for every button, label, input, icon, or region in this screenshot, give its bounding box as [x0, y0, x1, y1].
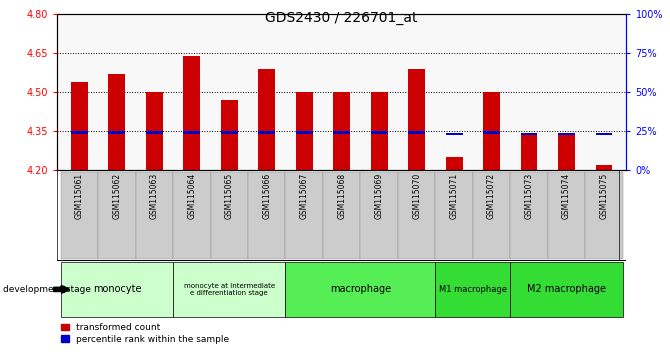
- Bar: [408, 69, 425, 170]
- Text: GSM115068: GSM115068: [337, 173, 346, 219]
- Bar: [521, 133, 537, 170]
- Bar: [295, 92, 313, 170]
- Bar: [109, 131, 125, 133]
- Text: GSM115067: GSM115067: [299, 173, 309, 219]
- Bar: [333, 92, 350, 170]
- Bar: [285, 172, 323, 259]
- Bar: [146, 131, 163, 133]
- Bar: [173, 172, 210, 259]
- Bar: [184, 131, 200, 133]
- Text: GSM115073: GSM115073: [525, 173, 533, 219]
- Text: monocyte at intermediate
e differentiation stage: monocyte at intermediate e differentiati…: [184, 283, 275, 296]
- Bar: [473, 172, 511, 259]
- Bar: [295, 131, 313, 133]
- Text: GSM115069: GSM115069: [375, 173, 384, 219]
- Bar: [483, 131, 500, 133]
- Text: GSM115065: GSM115065: [225, 173, 234, 219]
- Text: GSM115070: GSM115070: [412, 173, 421, 219]
- Bar: [71, 131, 88, 134]
- Text: GSM115064: GSM115064: [188, 173, 196, 219]
- Bar: [446, 157, 462, 170]
- Bar: [446, 133, 462, 135]
- Text: M2 macrophage: M2 macrophage: [527, 284, 606, 295]
- Text: GSM115071: GSM115071: [450, 173, 458, 219]
- Bar: [436, 172, 473, 259]
- Text: GDS2430 / 226701_at: GDS2430 / 226701_at: [265, 11, 418, 25]
- Text: GSM115063: GSM115063: [150, 173, 159, 219]
- Bar: [585, 172, 622, 259]
- Bar: [548, 172, 585, 259]
- Bar: [371, 131, 388, 133]
- Text: GSM115074: GSM115074: [562, 173, 571, 219]
- Bar: [259, 131, 275, 133]
- Bar: [483, 92, 500, 170]
- Text: development stage: development stage: [3, 285, 91, 294]
- Text: GSM115062: GSM115062: [113, 173, 121, 219]
- Bar: [371, 92, 388, 170]
- Bar: [333, 131, 350, 134]
- Bar: [511, 262, 622, 318]
- Bar: [135, 172, 173, 259]
- Bar: [323, 172, 360, 259]
- Bar: [398, 172, 436, 259]
- Bar: [61, 172, 98, 259]
- Bar: [221, 100, 238, 170]
- Bar: [558, 133, 575, 135]
- Legend: transformed count, percentile rank within the sample: transformed count, percentile rank withi…: [62, 323, 229, 344]
- Bar: [596, 133, 612, 135]
- Bar: [248, 172, 285, 259]
- Bar: [109, 74, 125, 170]
- Text: GSM115066: GSM115066: [262, 173, 271, 219]
- Bar: [146, 92, 163, 170]
- Bar: [285, 262, 436, 318]
- Bar: [511, 172, 548, 259]
- Text: monocyte: monocyte: [92, 284, 141, 295]
- Bar: [436, 262, 511, 318]
- Text: GSM115072: GSM115072: [487, 173, 496, 219]
- Bar: [210, 172, 248, 259]
- Bar: [61, 262, 173, 318]
- Bar: [221, 131, 238, 133]
- Bar: [521, 133, 537, 135]
- Bar: [184, 56, 200, 170]
- Text: M1 macrophage: M1 macrophage: [439, 285, 507, 294]
- Bar: [71, 82, 88, 170]
- Text: macrophage: macrophage: [330, 284, 391, 295]
- Text: GSM115061: GSM115061: [75, 173, 84, 219]
- Text: GSM115075: GSM115075: [600, 173, 608, 219]
- Bar: [173, 262, 285, 318]
- Bar: [259, 69, 275, 170]
- Bar: [98, 172, 135, 259]
- Bar: [360, 172, 398, 259]
- Bar: [408, 131, 425, 133]
- Bar: [596, 165, 612, 170]
- Bar: [558, 133, 575, 170]
